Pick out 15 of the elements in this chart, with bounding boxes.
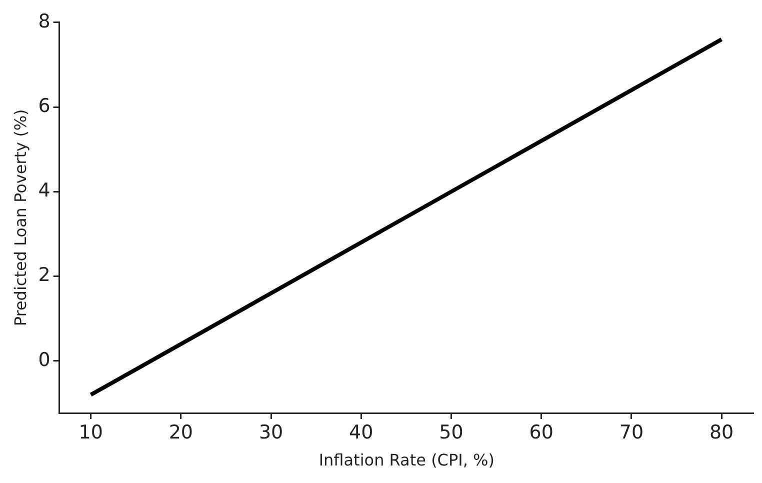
y-tick-label: 0 [38,348,50,371]
x-axis-title: Inflation Rate (CPI, %) [318,450,494,470]
x-tick-label: 10 [78,421,103,444]
y-tick-label: 4 [38,180,50,202]
x-tick-label: 50 [439,421,464,444]
x-tick-label: 40 [349,421,374,444]
x-tick-label: 60 [529,421,554,444]
y-tick-label: 8 [38,10,50,32]
x-tick-label: 80 [709,421,734,444]
y-tick-label: 6 [38,94,50,117]
y-axis-title: Predicted Loan Poverty (%) [10,109,30,326]
y-tick-label: 2 [38,264,50,286]
x-tick-label: 70 [619,421,644,444]
x-tick-label: 30 [258,421,284,444]
x-tick-label: 20 [168,421,194,444]
